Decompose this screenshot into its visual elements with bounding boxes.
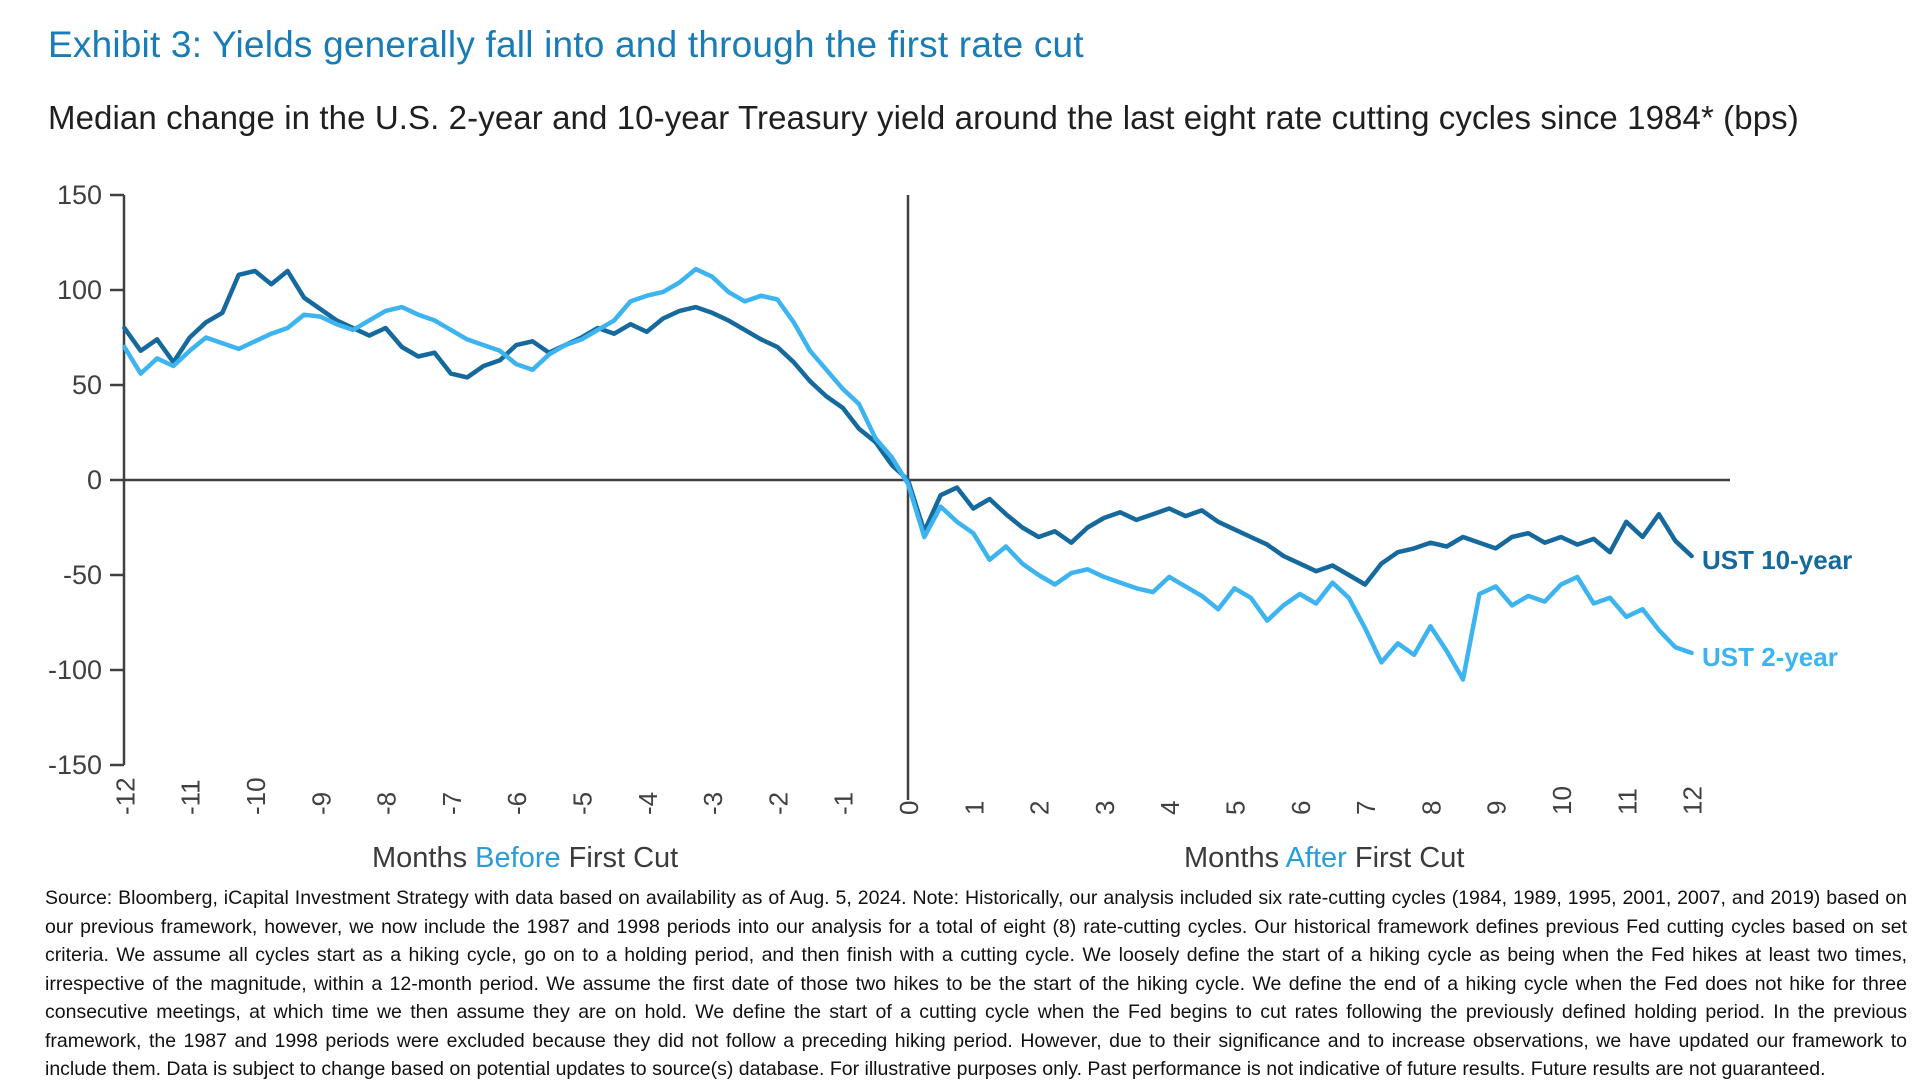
x-tick-label: 10 bbox=[1547, 786, 1577, 815]
x-tick-label: 6 bbox=[1286, 801, 1316, 815]
x-tick-label: -5 bbox=[568, 792, 598, 815]
x-tick-label: -2 bbox=[763, 792, 793, 815]
chart-subtitle: Median change in the U.S. 2-year and 10-… bbox=[48, 99, 1799, 136]
y-tick-label: -50 bbox=[63, 560, 102, 590]
caption-before-highlight: Before bbox=[475, 842, 561, 874]
caption-after-pre: Months bbox=[1184, 842, 1286, 874]
caption-after-post: First Cut bbox=[1346, 842, 1465, 874]
x-axis-caption-after: Months After First Cut bbox=[1184, 842, 1464, 875]
y-tick-label: 50 bbox=[72, 370, 102, 400]
y-tick-label: 0 bbox=[87, 465, 102, 495]
x-tick-label: 5 bbox=[1221, 801, 1251, 815]
y-tick-label: -150 bbox=[48, 750, 102, 780]
x-tick-label: 4 bbox=[1155, 801, 1185, 815]
legend-ust-2-year: UST 2-year bbox=[1702, 642, 1838, 672]
x-tick-label: 12 bbox=[1678, 786, 1708, 815]
caption-before-pre: Months bbox=[372, 842, 476, 874]
series-line-ust-2-year bbox=[122, 266, 1694, 682]
x-axis-caption-before: Months Before First Cut bbox=[372, 842, 678, 875]
x-tick-label: -3 bbox=[698, 792, 728, 815]
x-tick-label: 2 bbox=[1025, 801, 1055, 815]
caption-before-post: First Cut bbox=[560, 842, 679, 874]
page-title: Exhibit 3: Yields generally fall into an… bbox=[48, 24, 1084, 65]
caption-after-highlight: After bbox=[1285, 842, 1347, 874]
y-tick-label: 100 bbox=[57, 275, 102, 305]
source-footnote: Source: Bloomberg, iCapital Investment S… bbox=[45, 887, 1907, 1080]
x-tick-label: 11 bbox=[1612, 788, 1642, 815]
x-tick-label: 1 bbox=[959, 801, 989, 815]
x-tick-label: -1 bbox=[829, 792, 859, 815]
x-tick-label: -4 bbox=[633, 792, 663, 815]
x-tick-label: 7 bbox=[1351, 801, 1381, 815]
x-tick-label: -7 bbox=[437, 792, 467, 815]
x-tick-label: 3 bbox=[1090, 801, 1120, 815]
chart-area: 150 100 50 0 -50 -100 -150 -12 -11 -10 -9 -8 -7 -6 -5-… bbox=[0, 150, 1920, 890]
x-tick-label: -10 bbox=[241, 777, 271, 815]
x-tick-label: 8 bbox=[1416, 801, 1446, 815]
x-tick-label: 9 bbox=[1482, 801, 1512, 815]
x-tick-label: -11 bbox=[176, 779, 206, 815]
x-tick-label: -9 bbox=[306, 792, 336, 815]
legend-ust-10-year: UST 10-year bbox=[1702, 545, 1853, 575]
y-tick-label: -100 bbox=[48, 655, 102, 685]
x-tick-label: -12 bbox=[110, 777, 140, 815]
x-tick-label: -6 bbox=[502, 792, 532, 815]
x-tick-label: 0 bbox=[894, 801, 924, 815]
y-tick-label: 150 bbox=[57, 180, 102, 210]
x-tick-label: -8 bbox=[372, 792, 402, 815]
